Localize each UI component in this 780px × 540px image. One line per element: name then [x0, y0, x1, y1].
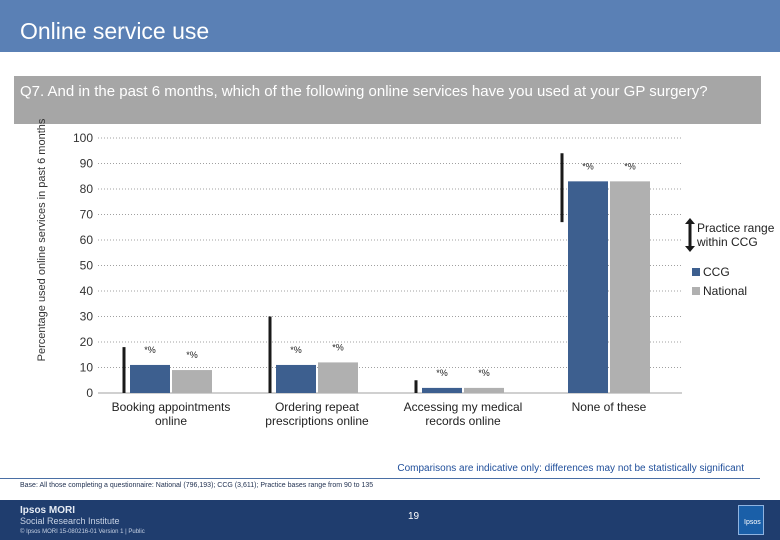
y-tick-label: 0	[86, 386, 93, 400]
bar	[422, 387, 462, 393]
x-category-label: Booking appointments online	[112, 400, 231, 428]
x-axis-categories: Booking appointments online Ordering repea…	[112, 400, 647, 428]
x-category-label: Ordering repeat prescriptions online	[265, 400, 369, 428]
copyright-text: © Ipsos MORI 15-080216-01 Version 1 | Pu…	[20, 529, 145, 535]
bars	[130, 181, 650, 393]
bar-data-label: *%	[144, 345, 156, 355]
bar	[130, 364, 170, 393]
base-note: Base: All those completing a questionnai…	[20, 482, 374, 489]
bar-data-label: *%	[290, 345, 302, 355]
bar	[464, 387, 504, 393]
legend: Practice range within CCG CCG National	[685, 218, 775, 298]
footer-band	[0, 500, 780, 540]
bar-data-label: *%	[582, 161, 594, 171]
question-text: Q7. And in the past 6 months, which of t…	[20, 83, 708, 100]
page-title: Online service use	[20, 18, 210, 44]
bar-data-label: *%	[332, 342, 344, 352]
y-tick-label: 40	[80, 284, 94, 298]
y-axis-ticks: 0 10 20 30 40 50 60 70 80 90 100	[73, 131, 93, 400]
y-tick-label: 70	[80, 208, 94, 222]
bar	[610, 181, 650, 393]
page-number: 19	[408, 511, 420, 522]
bar-data-label: *%	[624, 161, 636, 171]
legend-range-arrow-up	[685, 218, 695, 224]
legend-label-ccg: CCG	[703, 265, 730, 279]
bar	[172, 370, 212, 393]
legend-label-practice-range: Practice range within CCG	[696, 221, 775, 249]
legend-range-arrow-down	[685, 246, 695, 252]
comparison-note: Comparisons are indicative only: differe…	[397, 463, 744, 474]
logo-icon-text: Ipsos	[744, 519, 761, 526]
y-tick-label: 100	[73, 131, 93, 145]
x-category-label: None of these	[572, 400, 647, 414]
bar	[318, 362, 358, 393]
footer-divider	[0, 478, 760, 479]
bar-data-label: *%	[186, 350, 198, 360]
bar-data-label: *%	[436, 368, 448, 378]
title-bar: Online service use	[0, 0, 780, 52]
bar	[276, 364, 316, 393]
y-tick-label: 10	[80, 361, 94, 375]
y-tick-label: 90	[80, 157, 94, 171]
y-tick-label: 60	[80, 233, 94, 247]
y-tick-label: 50	[80, 259, 94, 273]
bar-data-label: *%	[478, 368, 490, 378]
ipsos-logo-icon: Ipsos	[738, 505, 764, 535]
question-box: Q7. And in the past 6 months, which of t…	[14, 76, 761, 124]
x-category-label: Accessing my medical records online	[404, 400, 523, 428]
y-tick-label: 80	[80, 182, 94, 196]
y-tick-label: 30	[80, 310, 94, 324]
y-axis-label: Percentage used online services in past …	[36, 118, 48, 361]
logo-subtitle: Social Research Institute	[20, 516, 120, 526]
legend-swatch-ccg	[692, 268, 700, 276]
practice-range-lines	[122, 153, 564, 393]
y-tick-label: 20	[80, 335, 94, 349]
logo: Ipsos MORI	[20, 505, 76, 516]
bar	[568, 181, 608, 393]
legend-label-national: National	[703, 284, 747, 298]
bar-labels: *% *% *% *% *% *% *% *%	[144, 161, 636, 378]
legend-swatch-national	[692, 287, 700, 295]
bar-chart: *%*%*% *%*% *%*% *% 0102030405060708090100 …	[36, 118, 775, 428]
